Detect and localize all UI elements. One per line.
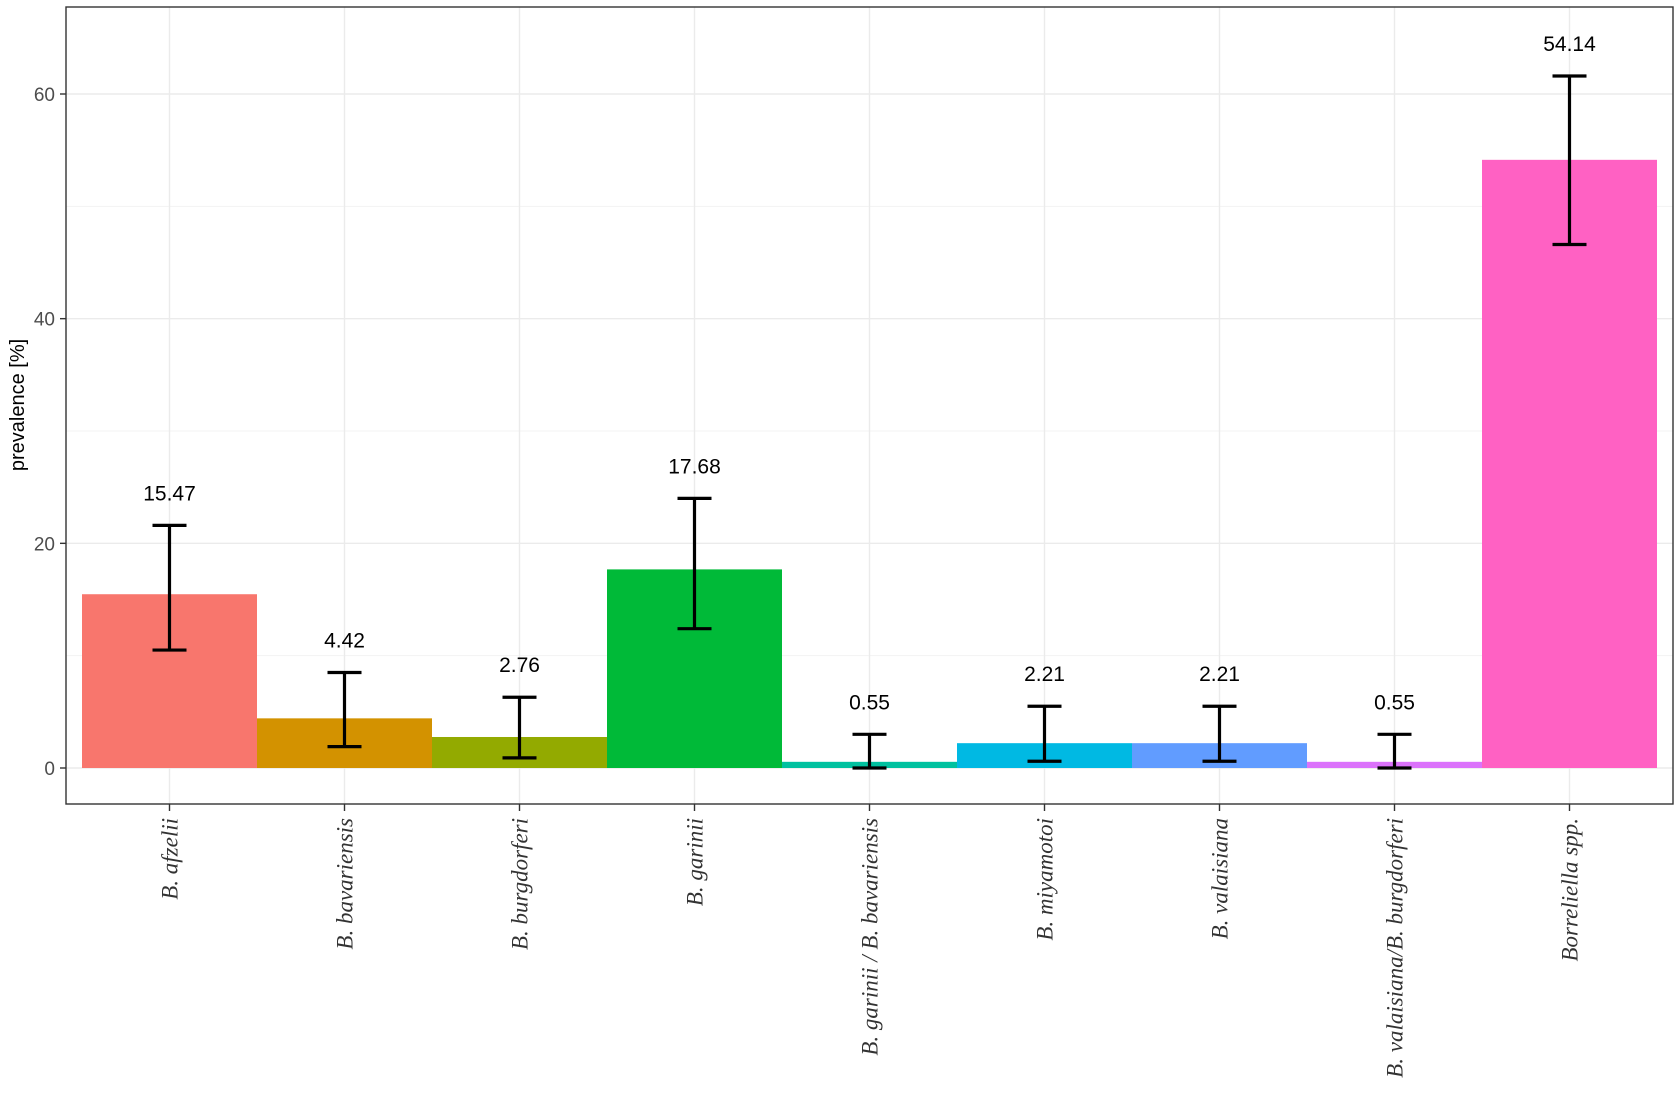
data-label: 2.21 xyxy=(1199,663,1240,686)
error-bar xyxy=(502,695,537,760)
data-label: 0.55 xyxy=(849,691,890,714)
data-label: 0.55 xyxy=(1374,691,1415,714)
error-bar xyxy=(327,670,362,749)
bar xyxy=(1482,159,1657,768)
error-bar xyxy=(1552,74,1587,247)
y-tick-label: 40 xyxy=(34,310,55,331)
error-bars xyxy=(152,74,1587,770)
x-tick-label: B. valaisiana xyxy=(1208,818,1233,939)
error-bar xyxy=(1377,732,1412,770)
data-label: 2.21 xyxy=(1024,663,1065,686)
error-bar xyxy=(152,523,187,652)
x-tick-label: B. bavariensis xyxy=(333,818,358,950)
x-tick-label: B. miyamotoi xyxy=(1033,818,1058,941)
x-tick-label: B. garinii xyxy=(683,818,708,906)
x-axis: B. afzelii B. bavariensis B. burgdorferi B.… xyxy=(158,804,1583,1078)
x-tick-label: B. afzelii xyxy=(158,818,183,900)
data-label: 2.76 xyxy=(499,654,540,677)
data-label: 17.68 xyxy=(668,455,721,478)
error-bar xyxy=(677,496,712,631)
y-axis-label: prevalence [%] xyxy=(7,339,29,471)
data-label: 4.42 xyxy=(324,630,365,653)
x-tick-label: B. burgdorferi xyxy=(508,818,533,950)
x-tick-label: Borreliella spp. xyxy=(1558,818,1583,962)
y-axis: 0 20 40 60 xyxy=(34,85,66,780)
error-bar xyxy=(852,732,887,770)
y-tick-label: 0 xyxy=(44,759,55,780)
y-tick-label: 60 xyxy=(34,85,55,106)
error-bar xyxy=(1027,704,1062,763)
data-label: 54.14 xyxy=(1543,33,1596,56)
error-bar xyxy=(1202,704,1237,763)
x-tick-label: B. valaisiana/B. burgdorferi xyxy=(1383,818,1408,1078)
x-tick-label: B. garinii / B. bavariensis xyxy=(858,818,883,1056)
data-label: 15.47 xyxy=(143,482,196,505)
data-labels: 15.47 4.42 2.76 17.68 0.55 2.21 2.21 0.55 54.14 xyxy=(143,33,1596,714)
y-tick-label: 20 xyxy=(34,534,55,555)
grid-lines xyxy=(66,7,1673,804)
